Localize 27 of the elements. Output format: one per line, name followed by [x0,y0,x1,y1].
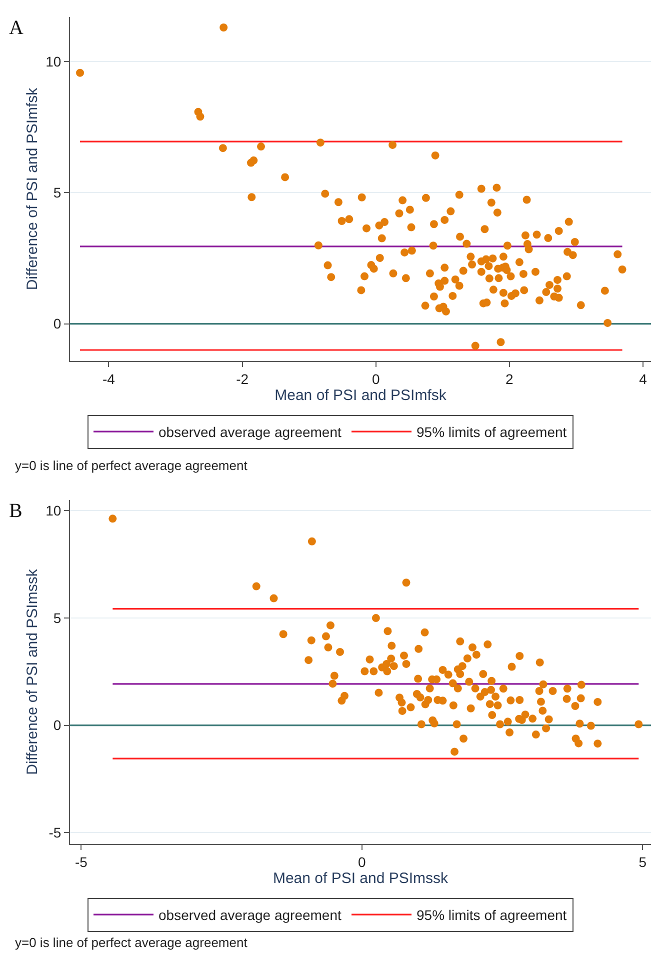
y-tick-label: -5 [48,824,62,841]
y-axis-title: Difference of PSI and PSImfsk [24,87,41,290]
chart-title: A [9,17,24,39]
legend-label: observed average agreement [158,907,342,924]
legend-label: 95% limits of agreement [416,424,567,440]
x-tick-label: 0 [358,854,366,870]
x-tick-label: -4 [102,370,116,387]
legend-label: observed average agreement [158,424,342,440]
x-tick-label: 2 [506,370,514,387]
y-tick-label: 10 [46,53,62,70]
y-tick-label: 0 [53,316,62,332]
y-tick-label: 0 [53,717,62,734]
chart-title: B [9,500,22,522]
x-tick-label: 5 [638,854,647,870]
x-axis-title: Mean of PSI and PSImssk [272,870,449,887]
x-tick-label: 0 [372,370,380,387]
text: y=0 is line of perfect average agreement [15,935,248,950]
x-tick-label: -2 [236,370,249,387]
y-tick-label: 10 [46,502,62,519]
y-tick-label: 5 [53,184,62,201]
x-axis-title: Mean of PSI and PSImfsk [274,386,447,404]
y-axis-title: Difference of PSI and PSImssk [24,568,41,775]
x-tick-label: 4 [639,370,648,387]
text: y=0 is line of perfect average agreement [15,458,248,473]
legend-label: 95% limits of agreement [416,907,567,924]
x-tick-label: -5 [75,854,88,870]
y-tick-label: 5 [53,610,62,626]
